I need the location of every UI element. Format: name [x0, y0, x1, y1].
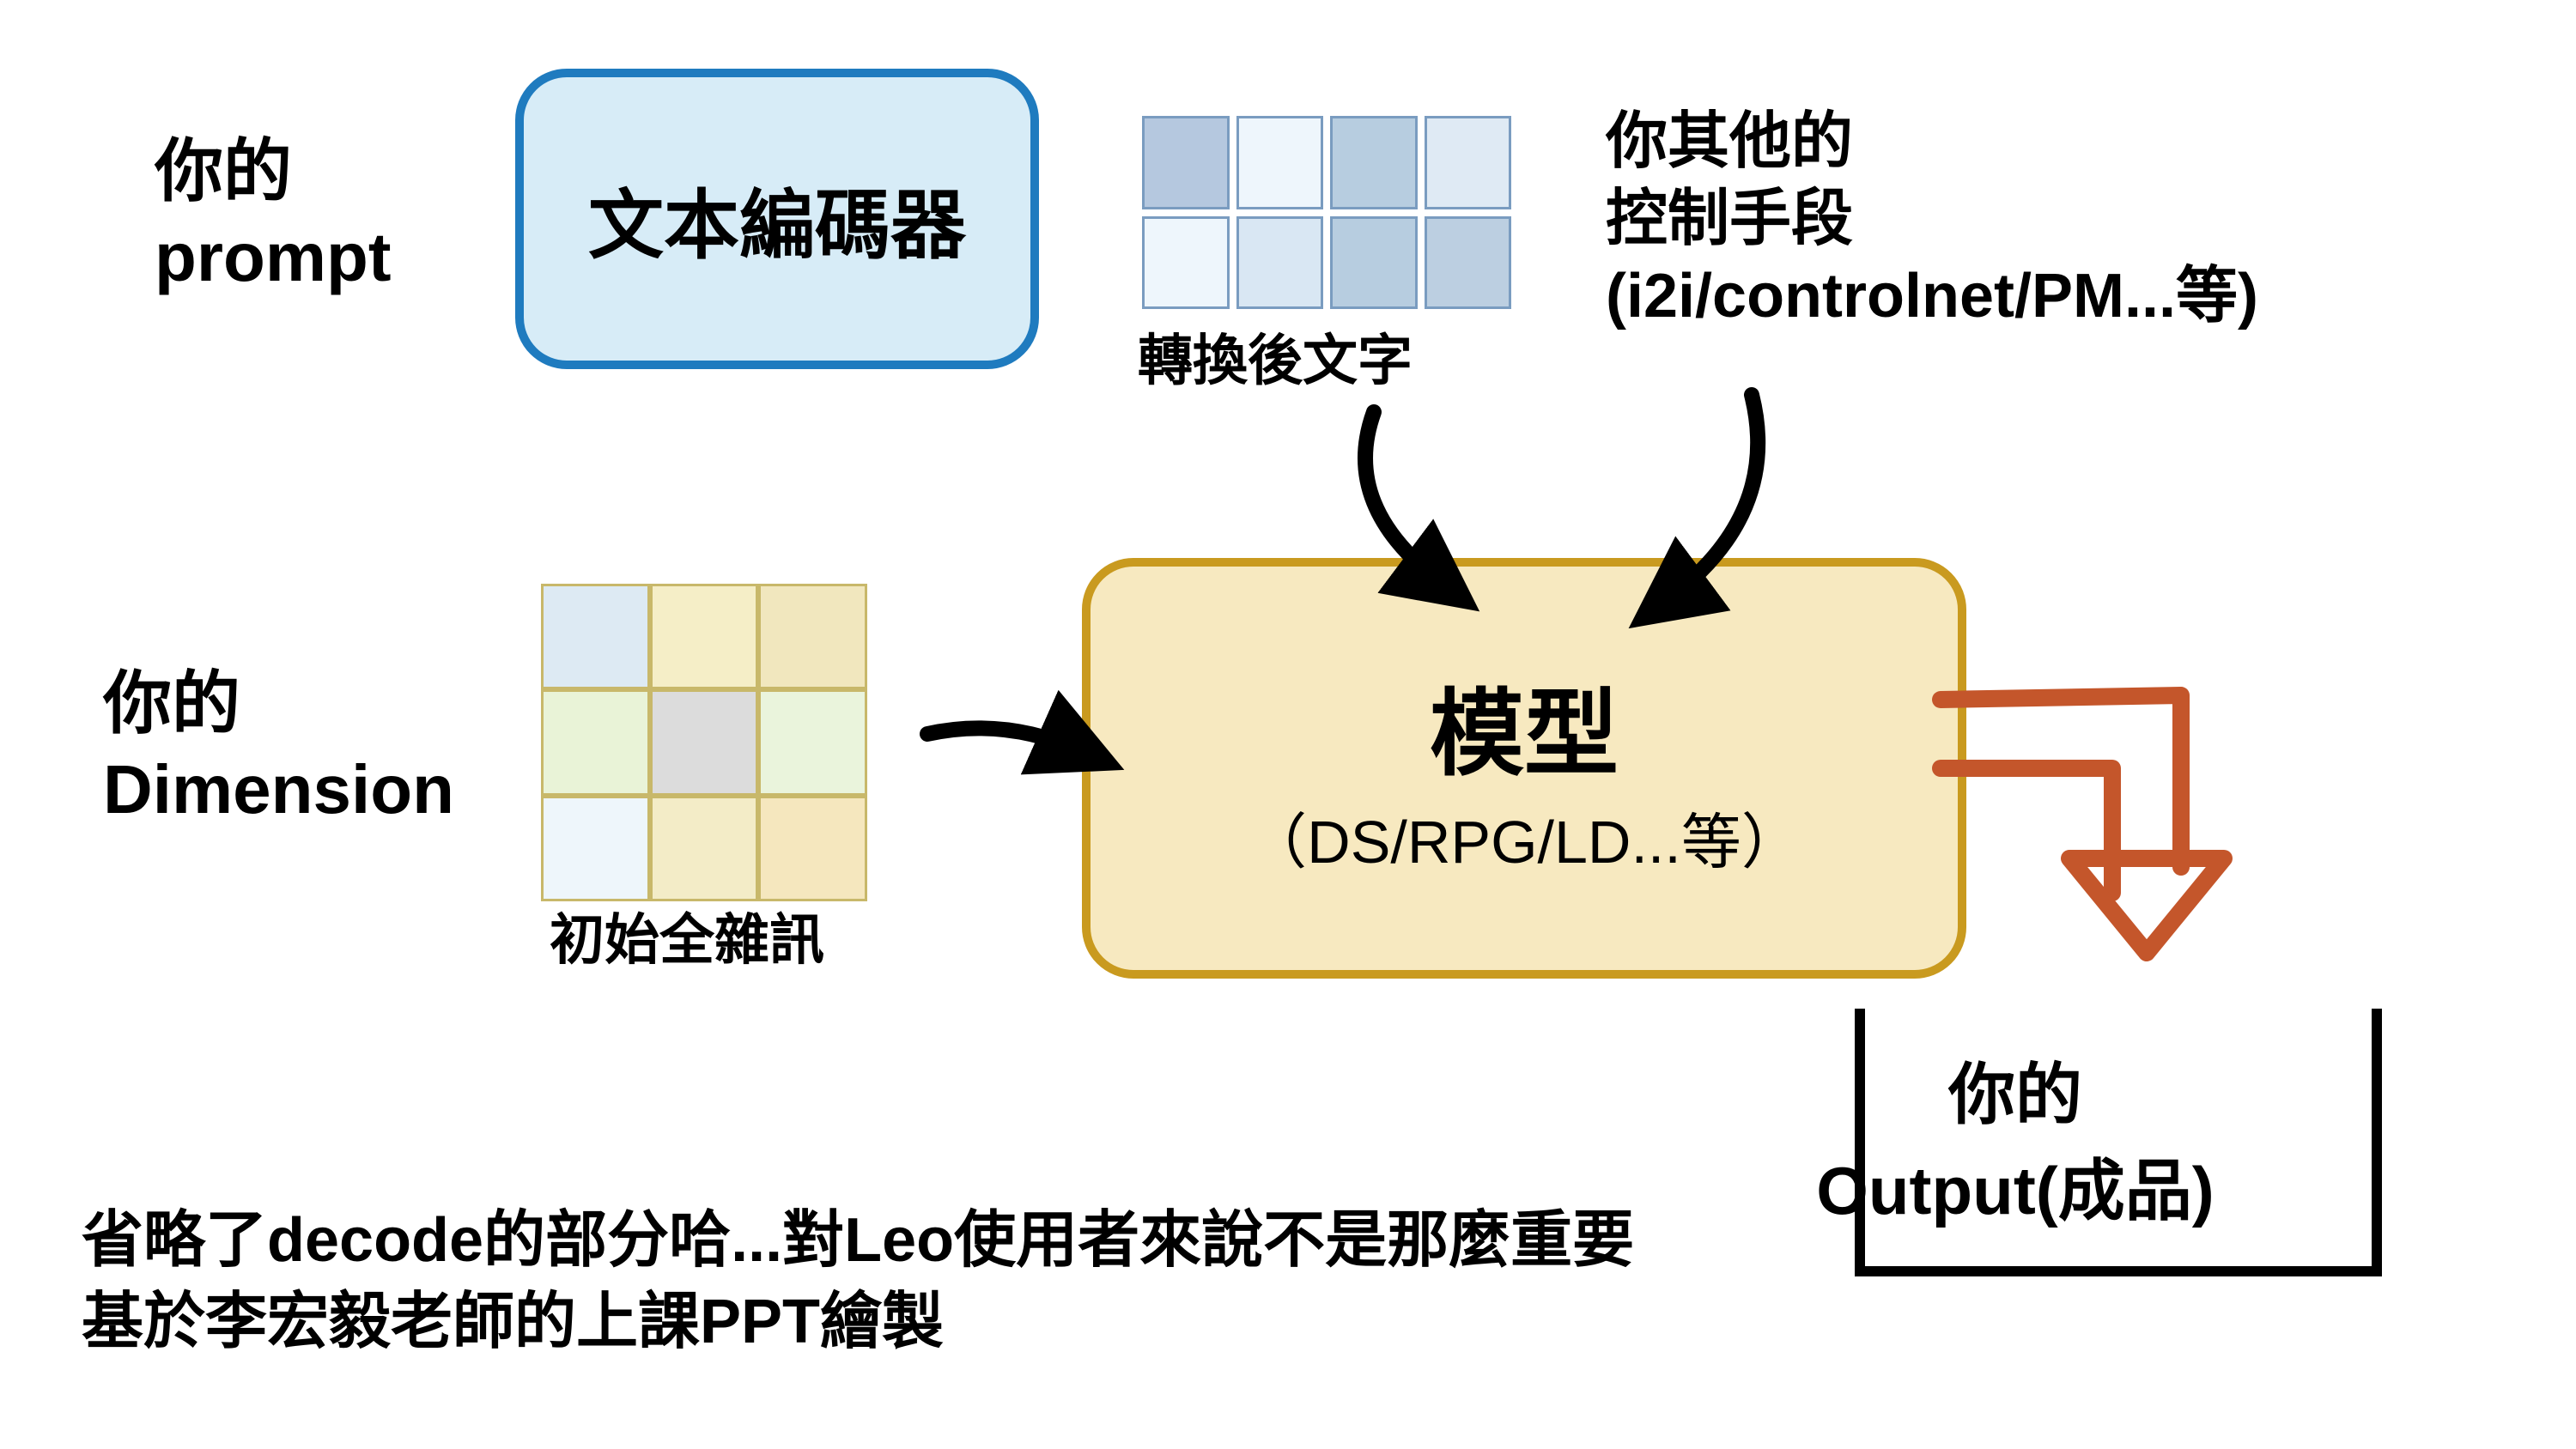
arrow-ctrl-to-model — [1666, 395, 1758, 601]
arrow-noise-to-model — [927, 728, 1082, 751]
arrow-model-output-double-head — [2069, 858, 2224, 953]
node-output-paren: ) — [2192, 1153, 2215, 1228]
node-output: 你的 Output(成品) — [1855, 1009, 2382, 1276]
arrow-tokens-to-model — [1365, 412, 1443, 584]
arrow-model-output-double — [1941, 695, 2181, 867]
node-output-l2: Output(成品 — [1816, 1153, 2192, 1228]
node-output-l1: 你的 — [1948, 1057, 2082, 1132]
